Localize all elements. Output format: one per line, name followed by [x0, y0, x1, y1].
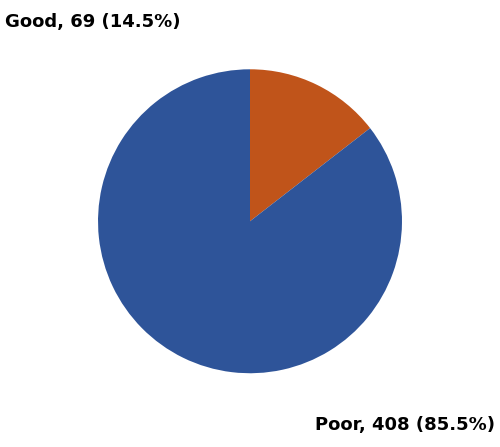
- Text: Good, 69 (14.5%): Good, 69 (14.5%): [5, 13, 180, 31]
- Wedge shape: [250, 69, 370, 221]
- Text: Poor, 408 (85.5%): Poor, 408 (85.5%): [315, 416, 495, 434]
- Wedge shape: [98, 69, 402, 373]
